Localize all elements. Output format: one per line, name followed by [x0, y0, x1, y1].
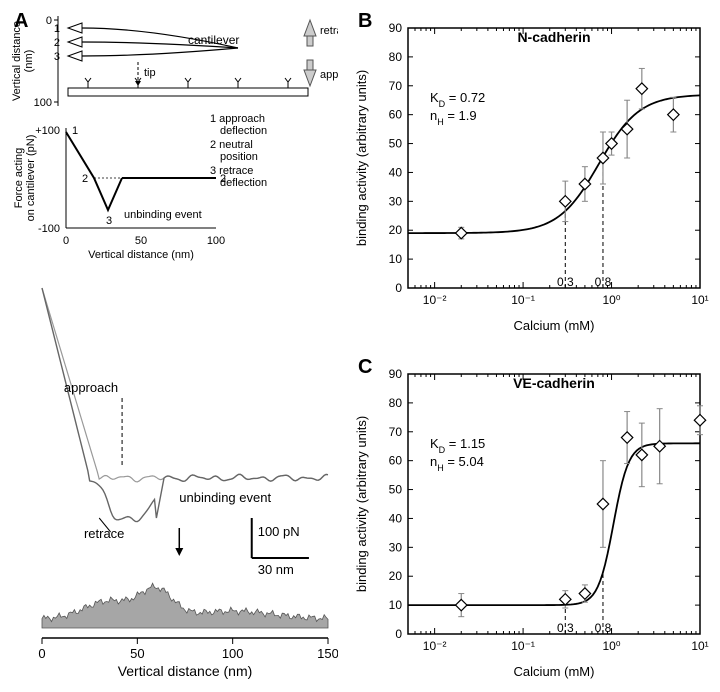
svg-text:Force actingon cantilever (pN): Force actingon cantilever (pN): [13, 135, 37, 222]
svg-text:50: 50: [135, 235, 147, 247]
svg-text:10⁰: 10⁰: [602, 639, 620, 653]
svg-text:0.8: 0.8: [595, 275, 612, 289]
svg-text:150: 150: [317, 646, 338, 661]
panel-b-svg: 0 10 20 30 40 50 60 70 80 90 binding activity (arb…: [352, 8, 712, 338]
svg-text:1: 1: [54, 23, 60, 35]
svg-text:VE-cadherin: VE-cadherin: [513, 375, 595, 391]
svg-text:100: 100: [207, 235, 225, 247]
svg-text:deflection: deflection: [220, 125, 267, 137]
svg-text:100 pN: 100 pN: [258, 524, 300, 539]
svg-text:-100: -100: [38, 223, 60, 235]
svg-text:0: 0: [46, 15, 52, 27]
svg-text:60: 60: [389, 454, 403, 468]
svg-text:nH = 5.04: nH = 5.04: [430, 454, 484, 473]
svg-text:2: 2: [82, 173, 88, 185]
svg-text:20: 20: [389, 569, 403, 583]
svg-text:KD = 1.15: KD = 1.15: [430, 436, 485, 455]
svg-text:retrace: retrace: [84, 526, 124, 541]
svg-text:10: 10: [389, 252, 403, 266]
svg-text:position: position: [220, 151, 258, 163]
svg-text:50: 50: [130, 646, 144, 661]
svg-text:2: 2: [220, 173, 226, 185]
svg-text:60: 60: [389, 108, 403, 122]
svg-text:50: 50: [389, 483, 403, 497]
panel-c: C 0 10 20 30 40 50 60 70 80 90 binding activity (a…: [352, 354, 712, 684]
panel-c-label: C: [358, 356, 372, 379]
svg-text:+100: +100: [35, 125, 60, 137]
svg-text:30 nm: 30 nm: [258, 562, 294, 577]
svg-text:10⁻²: 10⁻²: [423, 293, 447, 307]
panel-c-svg: 0 10 20 30 40 50 60 70 80 90 binding activity (arb…: [352, 354, 712, 684]
svg-text:approach: approach: [320, 69, 338, 81]
svg-text:50: 50: [389, 137, 403, 151]
svg-text:100: 100: [222, 646, 244, 661]
svg-text:Vertical distance (nm): Vertical distance (nm): [118, 663, 253, 679]
svg-text:10⁰: 10⁰: [602, 293, 620, 307]
svg-text:0: 0: [63, 235, 69, 247]
svg-text:10¹: 10¹: [691, 639, 708, 653]
svg-text:90: 90: [389, 21, 403, 35]
svg-text:70: 70: [389, 79, 403, 93]
svg-text:0.3: 0.3: [557, 621, 574, 635]
svg-text:40: 40: [389, 165, 403, 179]
svg-text:3: 3: [106, 215, 112, 227]
svg-text:nH = 1.9: nH = 1.9: [430, 108, 477, 127]
panel-a-label: A: [14, 10, 28, 33]
svg-text:90: 90: [389, 367, 403, 381]
svg-text:3: 3: [54, 51, 60, 63]
svg-text:10⁻²: 10⁻²: [423, 639, 447, 653]
svg-text:80: 80: [389, 50, 403, 64]
svg-text:cantilever: cantilever: [188, 33, 239, 47]
panel-b: B 0 10 20 30 40 50 60 70 80 90 binding activity (a…: [352, 8, 712, 338]
svg-text:unbinding event: unbinding event: [179, 490, 271, 505]
svg-text:0: 0: [38, 646, 45, 661]
svg-text:80: 80: [389, 396, 403, 410]
svg-text:20: 20: [389, 223, 403, 237]
svg-text:unbinding event: unbinding event: [124, 209, 202, 221]
svg-text:tip: tip: [144, 67, 156, 79]
svg-text:2: 2: [54, 37, 60, 49]
panel-b-label: B: [358, 10, 372, 33]
svg-text:30: 30: [389, 194, 403, 208]
svg-text:100: 100: [34, 97, 52, 109]
svg-text:binding activity (arbitrary un: binding activity (arbitrary units): [354, 416, 369, 592]
svg-text:0: 0: [395, 627, 402, 641]
svg-text:1: 1: [72, 125, 78, 137]
svg-text:40: 40: [389, 511, 403, 525]
panel-a: A 0100Vertical distance(nm)123cantilever…: [8, 8, 338, 684]
svg-text:Calcium (mM): Calcium (mM): [514, 318, 595, 333]
svg-text:70: 70: [389, 425, 403, 439]
svg-text:10¹: 10¹: [691, 293, 708, 307]
svg-text:30: 30: [389, 540, 403, 554]
svg-text:N-cadherin: N-cadherin: [517, 29, 590, 45]
svg-text:3 retrace: 3 retrace: [210, 165, 253, 177]
svg-text:1 approach: 1 approach: [210, 113, 265, 125]
svg-text:deflection: deflection: [220, 177, 267, 189]
svg-text:KD = 0.72: KD = 0.72: [430, 90, 485, 109]
svg-text:10⁻¹: 10⁻¹: [511, 639, 535, 653]
svg-text:10: 10: [389, 598, 403, 612]
svg-text:0.3: 0.3: [557, 275, 574, 289]
svg-text:0.8: 0.8: [595, 621, 612, 635]
svg-text:retrace: retrace: [320, 25, 338, 37]
svg-text:binding activity (arbitrary un: binding activity (arbitrary units): [354, 70, 369, 246]
svg-text:Vertical distance (nm): Vertical distance (nm): [88, 249, 194, 261]
svg-text:approach: approach: [64, 380, 118, 395]
svg-text:2 neutral: 2 neutral: [210, 139, 253, 151]
svg-text:0: 0: [395, 281, 402, 295]
svg-text:10⁻¹: 10⁻¹: [511, 293, 535, 307]
svg-text:Calcium (mM): Calcium (mM): [514, 664, 595, 679]
panel-a-svg: 0100Vertical distance(nm)123cantileverti…: [8, 8, 338, 684]
